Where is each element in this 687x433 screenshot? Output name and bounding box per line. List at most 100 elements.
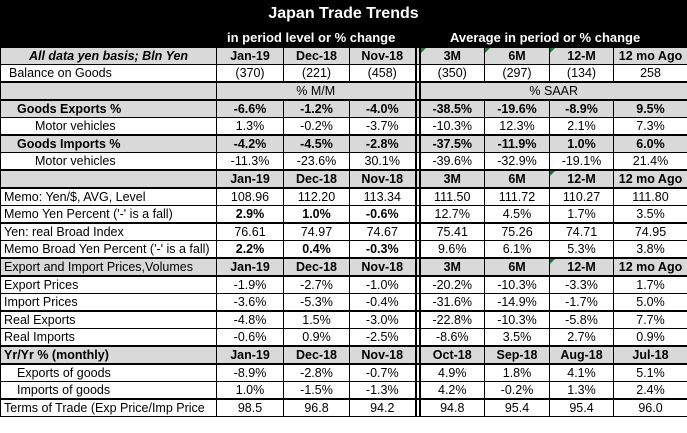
cell: -0.2% — [484, 381, 550, 400]
gap — [414, 47, 421, 65]
cell: 110.27 — [549, 187, 614, 206]
cell: -2.7% — [283, 275, 350, 294]
cell: 4.2% — [419, 381, 485, 400]
cell: 21.4% — [613, 152, 687, 171]
cell: -0.4% — [349, 293, 416, 312]
table-row: Real Imports -0.6% 0.9% -2.5% -8.6% 3.5%… — [0, 328, 687, 347]
cell: -5.8% — [549, 310, 614, 329]
col-header: Sep-18 — [484, 345, 550, 365]
cell: 75.26 — [484, 222, 550, 241]
cell: 74.95 — [613, 222, 687, 241]
cell: 6.1% — [484, 240, 550, 259]
cell: 1.7% — [613, 275, 687, 294]
cell: -8.6% — [419, 328, 485, 347]
row-label: Import Prices — [0, 293, 217, 312]
cell: 2.7% — [549, 328, 614, 347]
col-header: Dec-18 — [283, 345, 350, 365]
cell: (458) — [349, 64, 416, 83]
col-header: Jul-18 — [613, 345, 687, 365]
cell: 9.6% — [419, 240, 485, 259]
cell: 1.3% — [549, 381, 614, 400]
table-row: Balance on Goods (370) (221) (458) (350)… — [0, 64, 687, 83]
cell: 6.0% — [613, 134, 687, 153]
col-header: 3M — [419, 47, 485, 65]
cell: 96.0 — [613, 398, 687, 417]
cell: 74.71 — [549, 222, 614, 241]
col-header: Jan-19 — [216, 169, 284, 189]
column-header-row: Yr/Yr % (monthly) Jan-19 Dec-18 Nov-18 O… — [0, 345, 687, 365]
col-header: Dec-18 — [283, 47, 350, 65]
cell: (221) — [283, 64, 350, 83]
cell: 111.72 — [484, 187, 550, 206]
cell: 5.1% — [613, 363, 687, 382]
cell: -1.0% — [349, 275, 416, 294]
cell: -11.9% — [484, 134, 550, 153]
table-row: Memo: Yen/$, AVG, Level 108.96 112.20 11… — [0, 187, 687, 206]
cell: 258 — [613, 64, 687, 83]
cell: 1.0% — [549, 134, 614, 153]
table-row: Imports of goods 1.0% -1.5% -1.3% 4.2% -… — [0, 381, 687, 400]
cell: -3.0% — [349, 310, 416, 329]
row-label: Real Exports — [0, 310, 217, 329]
cell: -2.5% — [349, 328, 416, 347]
table-row: Motor vehicles 1.3% -0.2% -3.7% -10.3% 1… — [0, 117, 687, 136]
section-label: Export and Import Prices,Volumes — [0, 257, 217, 277]
cell: -1.3% — [349, 381, 416, 400]
cell: -1.2% — [283, 99, 350, 118]
cell: -1.7% — [549, 293, 614, 312]
row-label: Export Prices — [0, 275, 217, 294]
pct-header-row: % M/M % SAAR — [0, 81, 687, 101]
cell: 94.8 — [419, 398, 485, 417]
cell: 1.5% — [283, 310, 350, 329]
col-header: 3M — [419, 257, 485, 277]
cell: 0.4% — [283, 240, 350, 259]
cell: 5.0% — [613, 293, 687, 312]
cell: -4.0% — [349, 99, 416, 118]
cell: 75.41 — [419, 222, 485, 241]
left-period-header: in period level or % change — [227, 30, 396, 45]
column-header-row: Jan-19 Dec-18 Nov-18 3M 6M 12-M 12 mo Ag… — [0, 169, 687, 189]
units-label: All data yen basis; Bln Yen — [0, 47, 217, 65]
cell: 4.9% — [419, 363, 485, 382]
cell: 3.5% — [613, 205, 687, 224]
cell: 108.96 — [216, 187, 284, 206]
cell: (370) — [216, 64, 284, 83]
cell: 95.4 — [484, 398, 550, 417]
cell: 74.67 — [349, 222, 416, 241]
cell: 2.1% — [549, 117, 614, 136]
cell: -11.3% — [216, 152, 284, 171]
col-header: 6M — [484, 47, 550, 65]
cell: 7.3% — [613, 117, 687, 136]
cell: 12.3% — [484, 117, 550, 136]
cell: -20.2% — [419, 275, 485, 294]
col-header: Oct-18 — [419, 345, 485, 365]
col-header: 12 mo Ago — [613, 47, 687, 65]
col-header: Nov-18 — [349, 47, 416, 65]
cell: -2.8% — [349, 134, 416, 153]
cell: 3.8% — [613, 240, 687, 259]
col-header: Nov-18 — [349, 345, 416, 365]
blank — [0, 169, 217, 189]
cell: -4.5% — [283, 134, 350, 153]
cell: 111.50 — [419, 187, 485, 206]
col-header: Jan-19 — [216, 345, 284, 365]
row-label: Real Imports — [0, 328, 217, 347]
cell: (134) — [549, 64, 614, 83]
cell: -10.3% — [419, 117, 485, 136]
cell: -22.8% — [419, 310, 485, 329]
col-header: Jan-19 — [216, 47, 284, 65]
row-label: Memo: Yen/$, AVG, Level — [0, 187, 217, 206]
col-header: Aug-18 — [549, 345, 614, 365]
cell: 9.5% — [613, 99, 687, 118]
table-row: Import Prices -3.6% -5.3% -0.4% -31.6% -… — [0, 293, 687, 312]
gap — [414, 398, 421, 417]
col-header: 3M — [419, 169, 485, 189]
cell: -5.3% — [283, 293, 350, 312]
cell: 1.0% — [283, 205, 350, 224]
table-row: Motor vehicles -11.3% -23.6% 30.1% -39.6… — [0, 152, 687, 171]
cell: 1.0% — [216, 381, 284, 400]
column-header-row: All data yen basis; Bln Yen Jan-19 Dec-1… — [0, 47, 687, 65]
row-label: Motor vehicles — [0, 152, 217, 171]
col-header: Jan-19 — [216, 257, 284, 277]
